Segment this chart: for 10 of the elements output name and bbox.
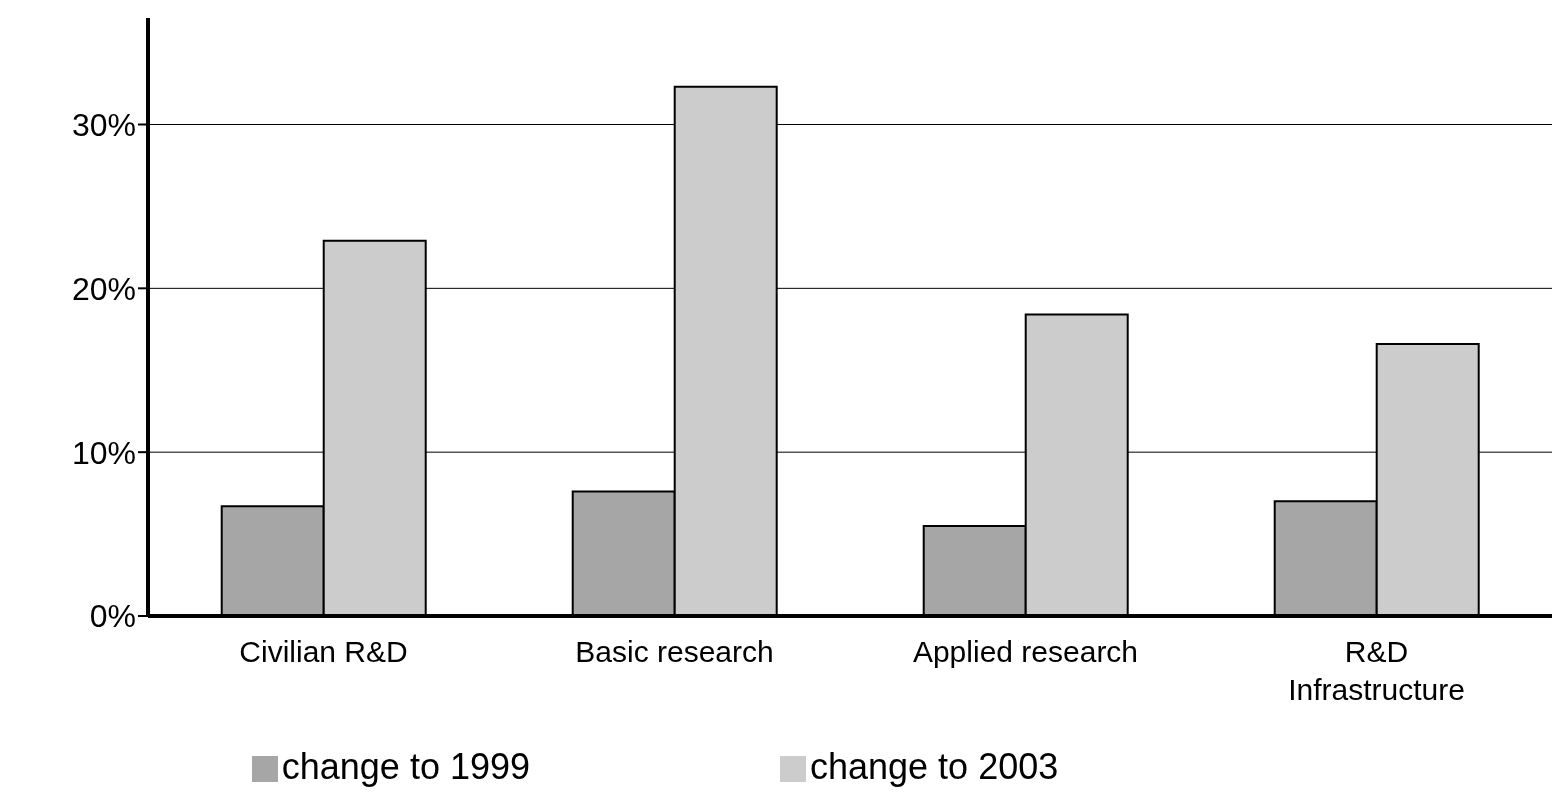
x-tick-label: Civilian R&D <box>239 635 408 668</box>
legend-label: change to 1999 <box>281 746 530 787</box>
x-tick-label: Applied research <box>912 635 1139 668</box>
x-tick-label: R&D Infrastructure <box>1288 635 1465 706</box>
legend-label: change to 2003 <box>810 746 1059 787</box>
y-tick-label: 30% <box>71 106 136 143</box>
y-tick-label: 10% <box>71 434 136 471</box>
x-tick-label: Basic research <box>575 635 774 668</box>
y-tick-label: 0% <box>89 598 136 635</box>
y-tick-label: 20% <box>71 270 136 307</box>
